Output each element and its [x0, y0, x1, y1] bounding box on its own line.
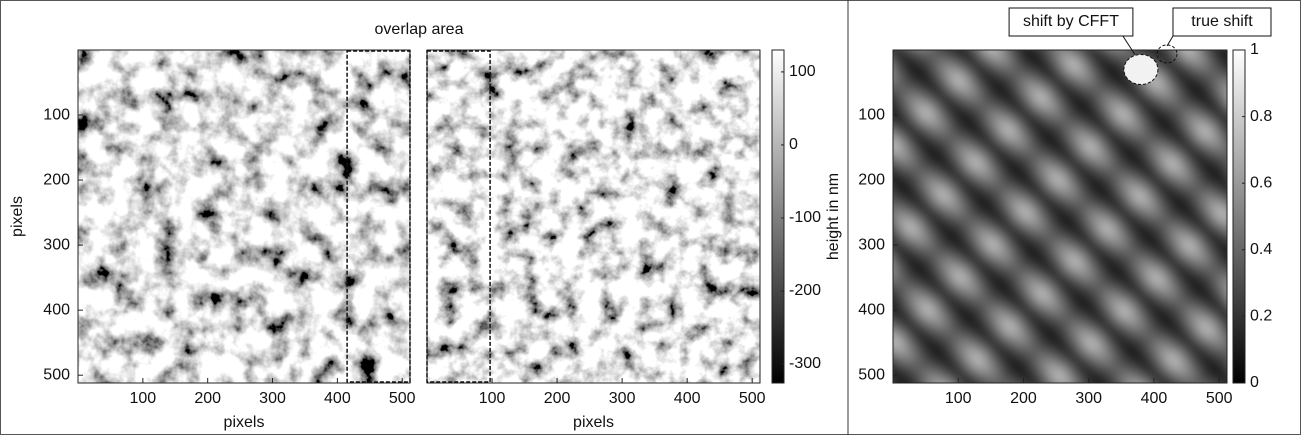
y-tick-label: 200: [858, 171, 885, 188]
y-axis-label: pixels: [9, 196, 26, 237]
x-tick-label: 100: [479, 390, 506, 407]
figure-title: overlap area: [375, 21, 464, 38]
colorbar-tick-label: 100: [789, 63, 816, 80]
annotation-marker: [1123, 54, 1159, 86]
annotation-box: [1172, 7, 1272, 37]
colorbar-tick-label: -300: [789, 355, 821, 372]
overlap-region: [346, 50, 411, 383]
colorbar-tick-label: 0: [1250, 374, 1259, 391]
y-tick-label: 100: [43, 106, 70, 123]
colorbar-tick-label: 0: [789, 136, 798, 153]
colorbar-tick-label: -200: [789, 282, 821, 299]
y-tick-label: 400: [858, 301, 885, 318]
colorbar-tick-label: 0.8: [1250, 108, 1272, 125]
x-axis-label: pixels: [573, 414, 614, 431]
y-tick-label: 100: [858, 106, 885, 123]
height-map-left: [78, 50, 410, 383]
x-tick-label: 200: [1010, 390, 1037, 407]
y-tick-label: 400: [43, 301, 70, 318]
y-tick-label: 200: [43, 171, 70, 188]
annotation-text: shift by CFFT: [1023, 13, 1119, 30]
x-tick-label: 300: [609, 390, 636, 407]
axes-box: [892, 49, 1228, 384]
x-tick-label: 400: [1141, 390, 1168, 407]
y-tick-label: 300: [43, 236, 70, 253]
y-tick-label: 500: [858, 366, 885, 383]
annotation-box: [1008, 7, 1134, 37]
x-tick-label: 200: [544, 390, 571, 407]
height-map-right: [427, 50, 760, 383]
x-tick-label: 300: [259, 390, 286, 407]
colorbar-tick-label: 0.2: [1250, 308, 1272, 325]
annotation-leader: [1122, 35, 1136, 55]
annotation-leader: [1166, 35, 1174, 47]
colorbar: [1232, 49, 1246, 384]
colorbar-label: height in nm: [825, 173, 842, 260]
x-tick-label: 400: [324, 390, 351, 407]
y-tick-label: 300: [858, 236, 885, 253]
y-tick-label: 500: [43, 366, 70, 383]
x-tick-label: 200: [194, 390, 221, 407]
correlation-modulation: [893, 50, 1227, 383]
colorbar-tick-label: 0.4: [1250, 241, 1272, 258]
x-tick-label: 100: [945, 390, 972, 407]
colorbar: [771, 49, 785, 384]
axes-box: [426, 49, 761, 384]
x-tick-label: 100: [129, 390, 156, 407]
colorbar-tick-label: 0.6: [1250, 174, 1272, 191]
colorbar-tick-label: 1: [1250, 41, 1259, 58]
x-axis-label: pixels: [224, 414, 265, 431]
correlation-map: [893, 50, 1227, 383]
overlap-region: [426, 50, 491, 383]
x-tick-label: 500: [1206, 390, 1233, 407]
annotation-marker: [1156, 44, 1178, 64]
x-tick-label: 300: [1075, 390, 1102, 407]
x-tick-label: 400: [674, 390, 701, 407]
annotation-text: true shift: [1191, 13, 1253, 30]
x-tick-label: 500: [739, 390, 766, 407]
colorbar-tick-label: -100: [789, 209, 821, 226]
x-tick-label: 500: [389, 390, 416, 407]
